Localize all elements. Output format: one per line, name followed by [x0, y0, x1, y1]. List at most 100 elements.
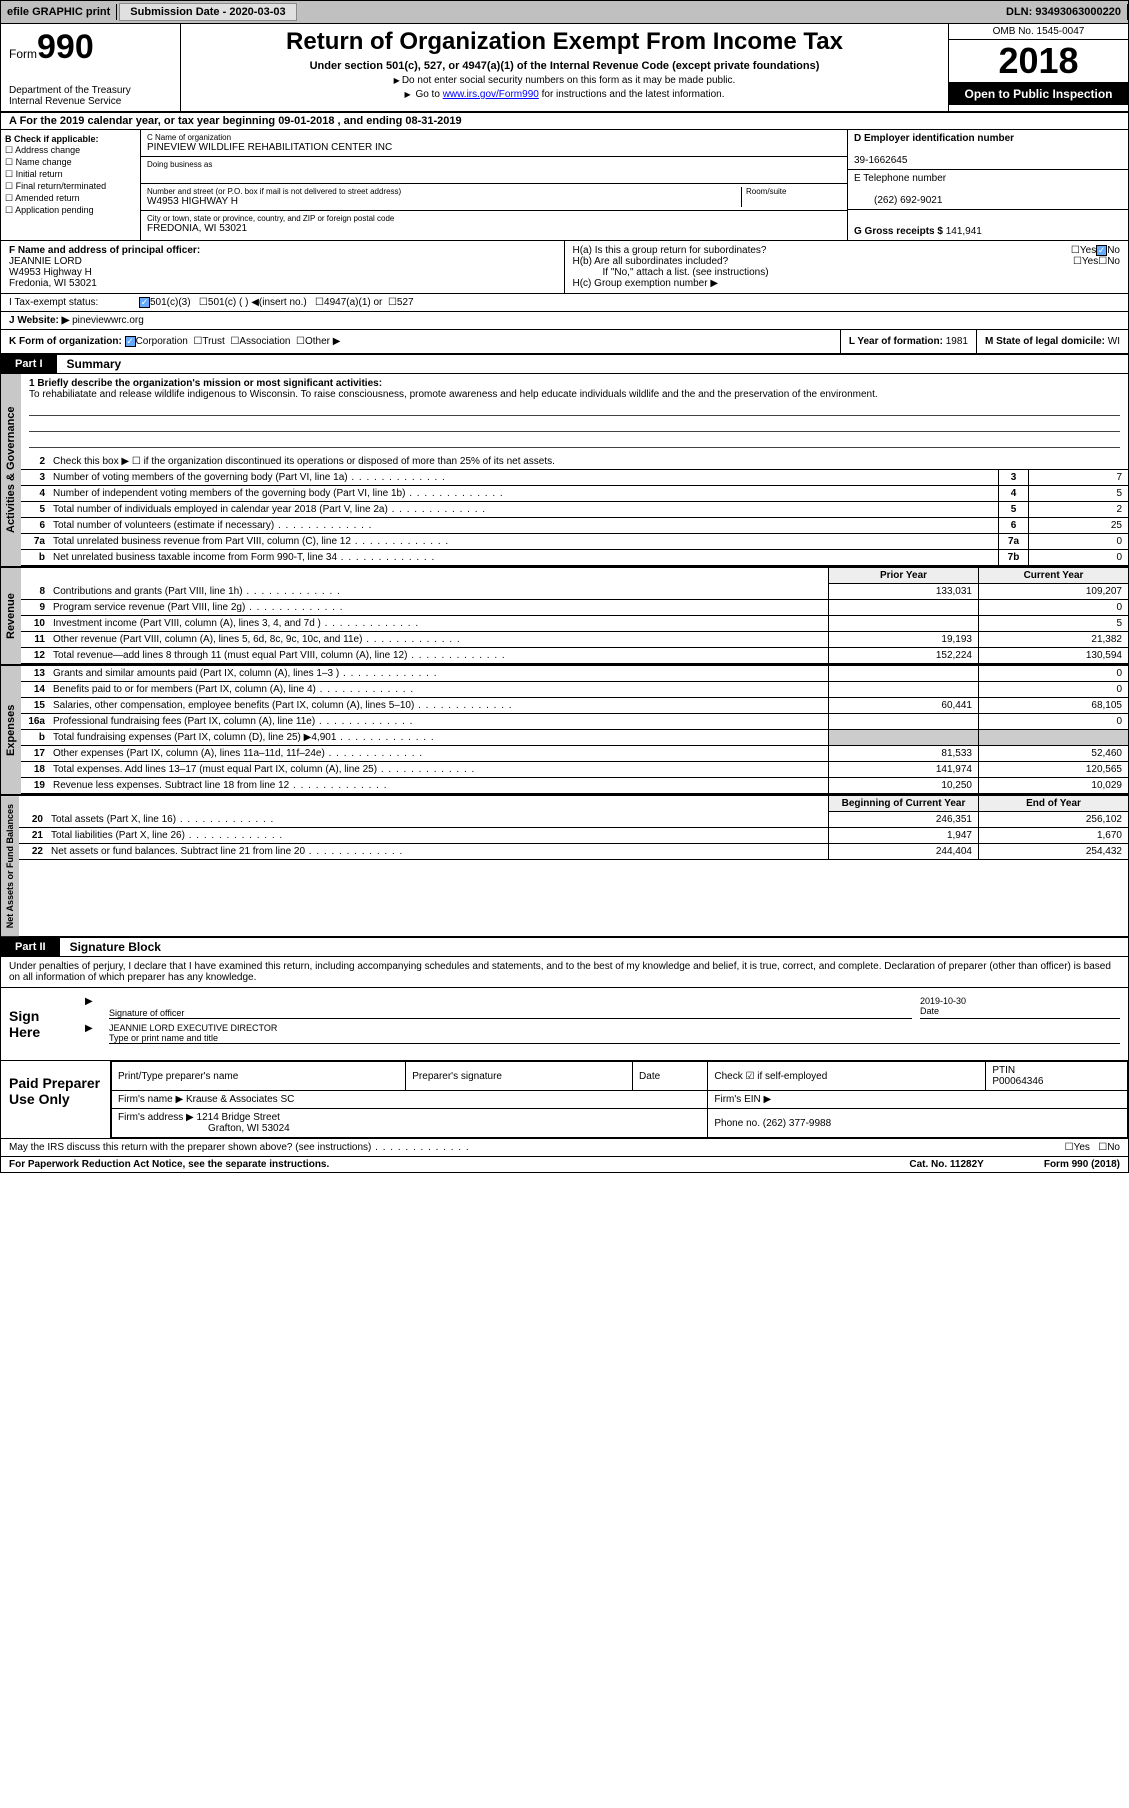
cb-addr[interactable]: ☐ Address change	[5, 145, 136, 156]
sig-block: Under penalties of perjury, I declare th…	[1, 957, 1128, 1157]
section-deg: D Employer identification number 39-1662…	[848, 130, 1128, 240]
sign-here: Sign Here ▶ Signature of officer 2019-10…	[1, 988, 1128, 1061]
section-m: M State of legal domicile: WI	[977, 330, 1128, 353]
net-hdr: Beginning of Current Year End of Year	[19, 796, 1128, 812]
cb-amend[interactable]: ☐ Amended return	[5, 193, 136, 204]
form-label: Form	[9, 47, 37, 61]
header-right: OMB No. 1545-0047 2018 Open to Public In…	[948, 24, 1128, 111]
net-body: Beginning of Current Year End of Year 20…	[19, 796, 1128, 936]
sum-row: 6Total number of volunteers (estimate if…	[21, 518, 1128, 534]
gov-body: 1 Briefly describe the organization's mi…	[21, 374, 1128, 566]
sub2: Do not enter social security numbers on …	[189, 75, 940, 86]
form-number: 990	[37, 28, 94, 66]
footer-2: Cat. No. 11282Y	[909, 1159, 983, 1170]
net-row: 22Net assets or fund balances. Subtract …	[19, 844, 1128, 860]
exp-row: 18Total expenses. Add lines 13–17 (must …	[21, 762, 1128, 778]
exp-row: 19Revenue less expenses. Subtract line 1…	[21, 778, 1128, 794]
c-name: C Name of organization PINEVIEW WILDLIFE…	[141, 130, 847, 157]
section-j: J Website: ▶ pineviewwrc.org	[1, 312, 1128, 330]
exp-row: bTotal fundraising expenses (Part IX, co…	[21, 730, 1128, 746]
sig-name-line[interactable]: JEANNIE LORD EXECUTIVE DIRECTORType or p…	[109, 1023, 1120, 1044]
hno-check[interactable]	[1096, 245, 1107, 256]
sum-row: 4Number of independent voting members of…	[21, 486, 1128, 502]
rev-body: Prior Year Current Year 8Contributions a…	[21, 568, 1128, 664]
rev-row: 11Other revenue (Part VIII, column (A), …	[21, 632, 1128, 648]
cb-app[interactable]: ☐ Application pending	[5, 205, 136, 216]
c-street: Number and street (or P.O. box if mail i…	[141, 184, 847, 211]
exp-row: 16aProfessional fundraising fees (Part I…	[21, 714, 1128, 730]
rev-hdr: Prior Year Current Year	[21, 568, 1128, 584]
footer: For Paperwork Reduction Act Notice, see …	[1, 1157, 1128, 1172]
sig-officer-line[interactable]: Signature of officer	[109, 996, 912, 1019]
dln: DLN: 93493063000220	[1000, 4, 1128, 20]
part1-header: Part I Summary	[1, 355, 1128, 374]
form-wrap: efile GRAPHIC print Submission Date - 20…	[0, 0, 1129, 1173]
k-corp[interactable]	[125, 336, 136, 347]
sum-row: 7aTotal unrelated business revenue from …	[21, 534, 1128, 550]
declaration: Under penalties of perjury, I declare th…	[1, 957, 1128, 988]
klm-row: K Form of organization: Corporation ☐ Tr…	[1, 330, 1128, 355]
submission-date: Submission Date - 2020-03-03	[119, 3, 296, 21]
i-501c3[interactable]	[139, 297, 150, 308]
section-f: F Name and address of principal officer:…	[1, 241, 565, 293]
line2: 2Check this box ▶ ☐ if the organization …	[21, 454, 1128, 470]
row-a: A For the 2019 calendar year, or tax yea…	[1, 113, 1128, 130]
exp-row: 14Benefits paid to or for members (Part …	[21, 682, 1128, 698]
gov-section: Activities & Governance 1 Briefly descri…	[1, 374, 1128, 568]
section-k: K Form of organization: Corporation ☐ Tr…	[1, 330, 841, 353]
section-l: L Year of formation: 1981	[841, 330, 977, 353]
c-city: City or town, state or province, country…	[141, 211, 847, 237]
form990-link[interactable]: www.irs.gov/Form990	[443, 89, 539, 100]
exp-section: Expenses 13Grants and similar amounts pa…	[1, 666, 1128, 796]
form-title: Return of Organization Exempt From Incom…	[189, 28, 940, 56]
rev-row: 9Program service revenue (Part VIII, lin…	[21, 600, 1128, 616]
sum-row: 3Number of voting members of the governi…	[21, 470, 1128, 486]
part2-title: Signature Block	[60, 938, 171, 956]
b-label: B Check if applicable:	[5, 134, 99, 144]
rev-row: 12Total revenue—add lines 8 through 11 (…	[21, 648, 1128, 664]
sub3: Go to www.irs.gov/Form990 for instructio…	[189, 89, 940, 100]
part2-tag: Part II	[1, 938, 60, 956]
subtitle: Under section 501(c), 527, or 4947(a)(1)…	[189, 60, 940, 72]
net-section: Net Assets or Fund Balances Beginning of…	[1, 796, 1128, 938]
g-gross: G Gross receipts $ 141,941	[848, 210, 1128, 240]
prep-table: Print/Type preparer's name Preparer's si…	[111, 1061, 1128, 1138]
sig-date-line[interactable]: 2019-10-30Date	[920, 996, 1120, 1019]
section-b: B Check if applicable: ☐ Address change …	[1, 130, 141, 240]
header-left: Form990 Department of the Treasury Inter…	[1, 24, 181, 111]
net-row: 21Total liabilities (Part X, line 26)1,9…	[19, 828, 1128, 844]
net-row: 20Total assets (Part X, line 16)246,3512…	[19, 812, 1128, 828]
part1-tag: Part I	[1, 355, 57, 373]
fghi: F Name and address of principal officer:…	[1, 241, 1128, 294]
section-h: H(a) Is this a group return for subordin…	[565, 241, 1129, 293]
bc-grid: B Check if applicable: ☐ Address change …	[1, 130, 1128, 241]
efile-label: efile GRAPHIC print	[1, 4, 117, 20]
vtab-exp: Expenses	[1, 666, 21, 794]
cb-init[interactable]: ☐ Initial return	[5, 169, 136, 180]
section-i: I Tax-exempt status: 501(c)(3) ☐ 501(c) …	[1, 294, 1128, 312]
d-ein: D Employer identification number 39-1662…	[848, 130, 1128, 170]
sum-row: 5Total number of individuals employed in…	[21, 502, 1128, 518]
website-link[interactable]: pineviewwrc.org	[72, 315, 144, 326]
rev-row: 10Investment income (Part VIII, column (…	[21, 616, 1128, 632]
cb-name[interactable]: ☐ Name change	[5, 157, 136, 168]
public-inspection: Open to Public Inspection	[949, 83, 1128, 105]
discuss-line: May the IRS discuss this return with the…	[1, 1139, 1128, 1157]
mission: 1 Briefly describe the organization's mi…	[21, 374, 1128, 454]
exp-body: 13Grants and similar amounts paid (Part …	[21, 666, 1128, 794]
vtab-gov: Activities & Governance	[1, 374, 21, 566]
e-phone: E Telephone number (262) 692-9021	[848, 170, 1128, 210]
omb: OMB No. 1545-0047	[949, 24, 1128, 40]
rev-section: Revenue Prior Year Current Year 8Contrib…	[1, 568, 1128, 666]
cb-final[interactable]: ☐ Final return/terminated	[5, 181, 136, 192]
vtab-net: Net Assets or Fund Balances	[1, 796, 19, 936]
dept: Department of the Treasury Internal Reve…	[9, 85, 172, 107]
tax-year: 2018	[949, 40, 1128, 83]
sum-row: bNet unrelated business taxable income f…	[21, 550, 1128, 566]
rev-row: 8Contributions and grants (Part VIII, li…	[21, 584, 1128, 600]
footer-3: Form 990 (2018)	[1044, 1159, 1120, 1170]
topbar: efile GRAPHIC print Submission Date - 20…	[1, 1, 1128, 24]
part2-header: Part II Signature Block	[1, 938, 1128, 957]
paid-preparer: Paid Preparer Use Only Print/Type prepar…	[1, 1061, 1128, 1139]
vtab-rev: Revenue	[1, 568, 21, 664]
